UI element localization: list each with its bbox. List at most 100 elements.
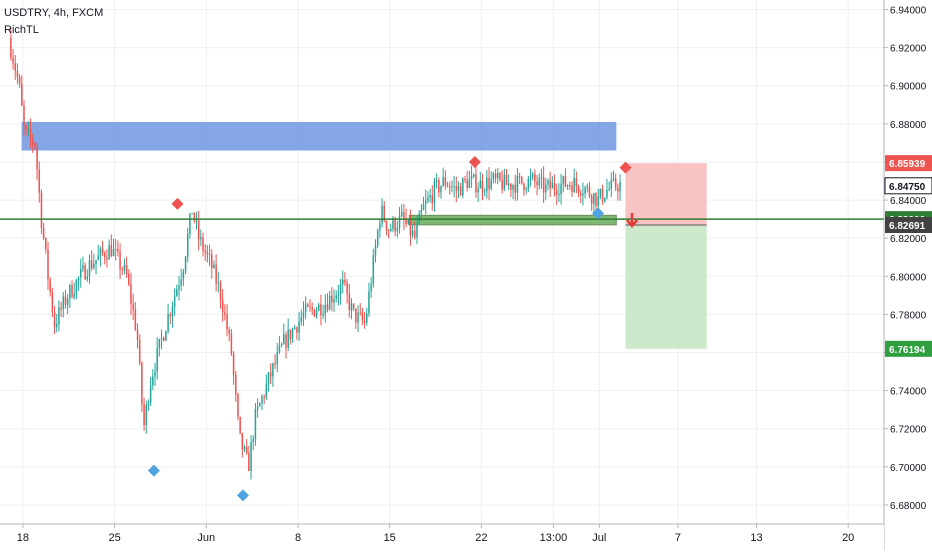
candle <box>134 302 137 332</box>
indicator-name[interactable]: RichTL <box>4 24 39 36</box>
candle-body <box>228 329 230 334</box>
candle-body <box>272 363 274 377</box>
candle-body <box>141 363 143 405</box>
candle-body <box>23 105 25 126</box>
candle-body <box>451 186 453 188</box>
candle <box>394 216 396 237</box>
candle <box>287 318 289 352</box>
candle <box>313 308 316 318</box>
candle-body <box>97 255 99 260</box>
x-tick-label: 8 <box>295 532 301 544</box>
candle <box>269 363 272 385</box>
candle-body <box>529 177 532 179</box>
candle-body <box>363 320 366 323</box>
candle <box>531 172 534 181</box>
candle-body <box>123 264 126 271</box>
candle <box>470 165 473 189</box>
candle-body <box>84 265 86 280</box>
candle <box>219 279 222 309</box>
y-tick-label: 6.90000 <box>890 82 927 93</box>
candle <box>337 284 340 306</box>
candle <box>36 142 38 181</box>
candle <box>420 204 423 221</box>
candle <box>84 262 86 281</box>
candle-body <box>422 204 425 210</box>
candle-body <box>171 306 174 317</box>
price-label-bg <box>885 217 932 234</box>
candle <box>171 301 174 328</box>
candle-body <box>322 313 324 316</box>
candle-body <box>18 76 21 84</box>
candle-body <box>468 179 471 188</box>
candle-body <box>259 403 261 407</box>
candle-body <box>531 174 534 178</box>
candle <box>180 268 182 291</box>
candle <box>505 168 508 186</box>
candle-body <box>40 192 43 228</box>
candle <box>256 398 259 418</box>
candle-body <box>130 283 132 304</box>
candle-body <box>285 334 287 348</box>
candle-body <box>235 374 237 395</box>
candle <box>390 223 392 233</box>
candle-body <box>160 337 163 340</box>
candle <box>451 180 453 193</box>
candle-body <box>438 180 440 193</box>
x-tick-label: 25 <box>108 532 120 544</box>
candle-body <box>379 223 381 231</box>
candle <box>66 294 69 314</box>
candle-body <box>69 284 71 299</box>
candle <box>156 337 158 380</box>
chart-grid <box>0 0 884 524</box>
candle <box>457 181 460 199</box>
candle-body <box>442 177 444 186</box>
candle <box>438 177 440 198</box>
candle-body <box>93 263 95 269</box>
candle <box>117 240 119 257</box>
candle <box>169 312 172 324</box>
candle-body <box>328 295 331 310</box>
candle-body <box>226 314 228 330</box>
candle <box>93 253 95 270</box>
candle-body <box>403 212 405 220</box>
candle <box>154 362 156 387</box>
candle-body <box>514 185 517 193</box>
candle-body <box>549 180 551 189</box>
candle-body <box>289 329 292 340</box>
candle <box>110 234 113 258</box>
candle <box>132 293 134 320</box>
candle-body <box>553 183 556 190</box>
candle-body <box>534 174 536 182</box>
candle <box>293 324 296 330</box>
candle <box>427 191 429 204</box>
candle <box>27 121 30 137</box>
candle <box>579 189 582 204</box>
candle-body <box>265 383 268 398</box>
candle-body <box>614 178 617 189</box>
candle <box>69 283 71 308</box>
price-label-text: 6.84750 <box>889 182 926 193</box>
candle-body <box>143 404 145 426</box>
candle <box>525 186 527 195</box>
price-label-last: 6.84750 <box>884 177 932 195</box>
candle <box>542 166 545 203</box>
candle-body <box>479 180 482 189</box>
candle <box>424 189 427 215</box>
candle <box>333 289 335 312</box>
price-label-bg <box>884 177 932 195</box>
candle <box>173 288 176 316</box>
candle-body <box>571 185 573 193</box>
candle-body <box>610 180 613 189</box>
candle-body <box>593 193 595 204</box>
candle <box>540 168 543 189</box>
candle <box>138 334 141 366</box>
candle-body <box>62 296 65 310</box>
candle-body <box>75 280 78 294</box>
candle-body <box>507 183 510 186</box>
candle-body <box>250 441 252 471</box>
candle-body <box>523 183 525 191</box>
candle <box>549 171 551 198</box>
candle <box>204 244 206 261</box>
candle-body <box>217 282 220 284</box>
